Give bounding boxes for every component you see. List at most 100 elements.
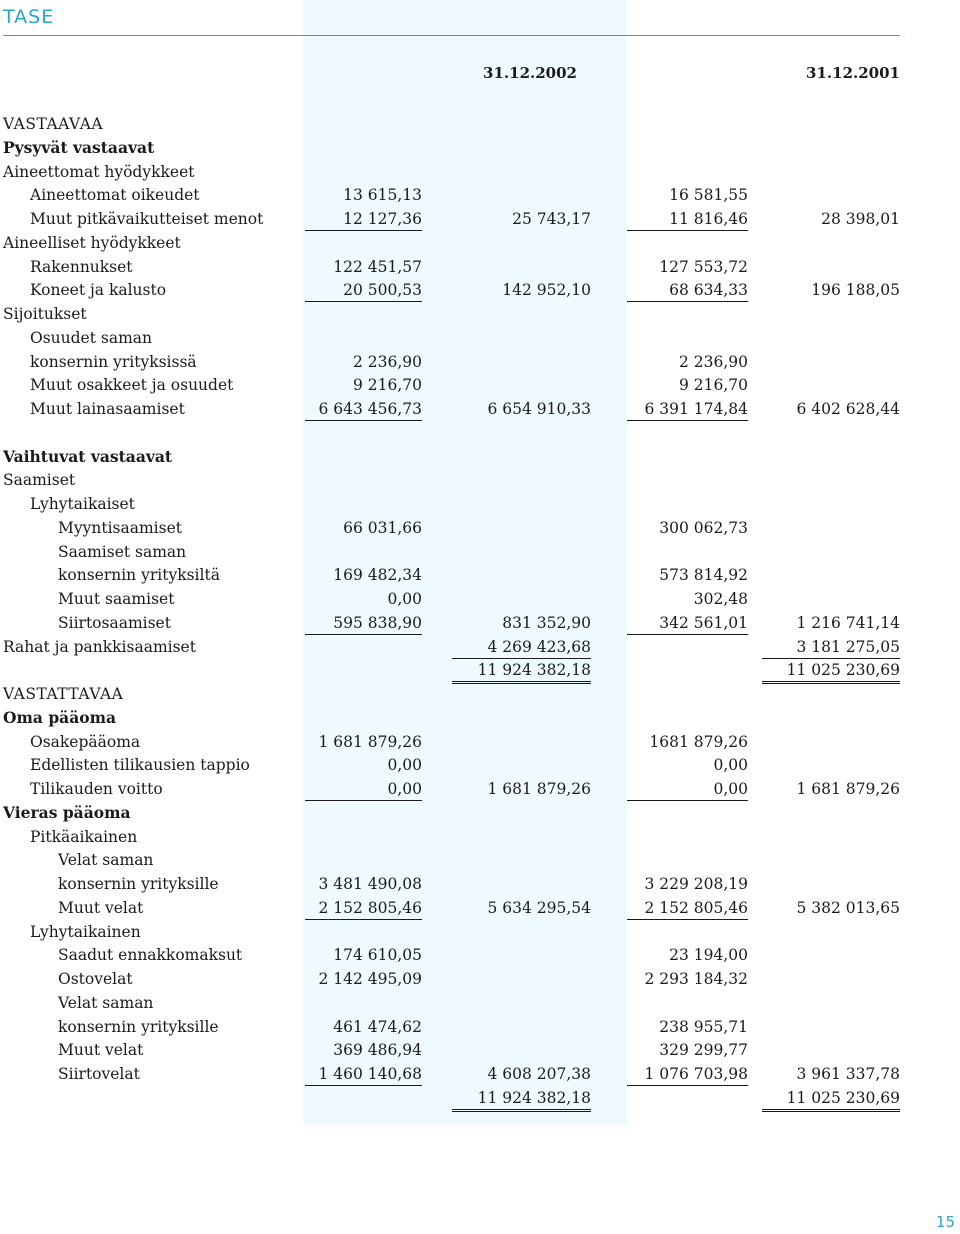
year-heading-2002: 31.12.2002 <box>483 64 577 82</box>
row-value-col1: 3 481 490,08 <box>318 875 422 893</box>
row-value-col1: 12 127,36 <box>305 209 422 231</box>
row-label: Saamiset <box>3 471 76 490</box>
title-rule <box>3 35 900 36</box>
row-value-col3: 0,00 <box>627 779 748 801</box>
row-value-col2: 1 681 879,26 <box>487 780 591 798</box>
row-value-col4: 196 188,05 <box>811 281 900 300</box>
row-label: konsernin yrityksille <box>58 1017 219 1036</box>
row-label: Vaihtuvat vastaavat <box>3 446 173 466</box>
row-value-col3: 2 293 184,32 <box>644 970 748 988</box>
row-label: Lyhytaikainen <box>30 922 141 941</box>
row-value-col3: 11 816,46 <box>627 209 748 231</box>
row-label: Velat saman <box>58 993 154 1012</box>
row-label: Oma pääoma <box>3 707 117 727</box>
row-value-col3: 302,48 <box>693 590 748 608</box>
row-label: konsernin yrityksille <box>58 875 219 893</box>
row-value-col3: 2 236,90 <box>678 352 748 371</box>
row-label: Siirtosaamiset <box>58 613 171 632</box>
page-number: 15 <box>935 1213 955 1231</box>
row-value-col3: 329 299,77 <box>659 1041 748 1060</box>
row-label: Edellisten tilikausien tappio <box>30 756 250 775</box>
row-label: Muut velat <box>58 898 144 917</box>
row-value-col3: 573 814,92 <box>659 566 748 585</box>
row-value-col2: 25 743,17 <box>512 210 591 228</box>
row-label: Osakepääoma <box>30 732 141 751</box>
row-value-col2: 6 654 910,33 <box>487 400 591 418</box>
row-value-col4: 1 681 879,26 <box>796 780 900 798</box>
row-value-col1: 1 460 140,68 <box>305 1064 422 1086</box>
row-value-col1: 595 838,90 <box>305 613 422 635</box>
row-value-col1: 1 681 879,26 <box>318 732 422 751</box>
row-value-col3: 3 229 208,19 <box>644 875 748 893</box>
row-value-col1: 0,00 <box>305 779 422 801</box>
row-label: Pysyvät vastaavat <box>3 137 155 157</box>
row-label: Lyhytaikaiset <box>30 495 135 513</box>
row-label: Myyntisaamiset <box>58 518 182 537</box>
row-value-col3: 16 581,55 <box>669 186 748 205</box>
row-value-col3: 1681 879,26 <box>649 732 748 751</box>
row-value-col2: 142 952,10 <box>502 281 591 300</box>
row-label: Osuudet saman <box>30 328 152 347</box>
row-label: Muut pitkävaikutteiset menot <box>30 210 264 228</box>
row-label: Muut osakkeet ja osuudet <box>30 376 234 395</box>
row-value-col1: 169 482,34 <box>333 566 422 585</box>
row-value-col2: 11 924 382,18 <box>452 1088 591 1112</box>
row-value-col4: 11 025 230,69 <box>762 1088 900 1112</box>
row-value-col3: 300 062,73 <box>659 518 748 537</box>
row-label: Vieras pääoma <box>3 802 131 822</box>
row-value-col4: 6 402 628,44 <box>796 400 900 418</box>
row-label: Aineelliset hyödykkeet <box>3 233 181 252</box>
row-value-col3: 23 194,00 <box>669 946 748 965</box>
row-label: Ostovelat <box>58 970 133 988</box>
row-value-col3: 68 634,33 <box>627 280 748 303</box>
row-label: Sijoitukset <box>3 305 87 323</box>
row-label: Aineettomat hyödykkeet <box>3 162 195 181</box>
row-label: Saadut ennakkomaksut <box>58 946 243 965</box>
row-value-col2: 4 608 207,38 <box>487 1065 591 1083</box>
row-value-col1: 461 474,62 <box>333 1017 422 1036</box>
row-value-col1: 0,00 <box>387 756 422 775</box>
row-label: Rakennukset <box>30 257 133 276</box>
row-label: Koneet ja kalusto <box>30 281 167 300</box>
row-label: VASTAAVAA <box>3 115 104 133</box>
row-value-col3: 238 955,71 <box>659 1017 748 1036</box>
row-value-col4: 5 382 013,65 <box>796 898 900 917</box>
row-label: Siirtovelat <box>58 1065 140 1083</box>
row-value-col4: 1 216 741,14 <box>796 613 900 632</box>
row-value-col1: 122 451,57 <box>333 257 422 276</box>
row-value-col3: 127 553,72 <box>659 257 748 276</box>
page-title: TASE <box>3 6 55 28</box>
row-value-col3: 2 152 805,46 <box>627 898 748 920</box>
row-value-col2: 11 924 382,18 <box>452 660 591 685</box>
row-value-col1: 2 152 805,46 <box>305 898 422 920</box>
row-value-col1: 66 031,66 <box>343 518 422 537</box>
row-value-col4: 11 025 230,69 <box>762 660 900 685</box>
row-value-col3: 9 216,70 <box>678 376 748 395</box>
row-label: Saamiset saman <box>58 542 187 561</box>
row-value-col1: 2 142 495,09 <box>318 970 422 988</box>
row-label: Pitkäaikainen <box>30 827 138 846</box>
row-value-col1: 6 643 456,73 <box>305 399 422 421</box>
row-value-col2: 4 269 423,68 <box>452 637 591 659</box>
row-label: Velat saman <box>58 851 154 870</box>
row-label: Muut velat <box>58 1041 144 1060</box>
row-value-col3: 1 076 703,98 <box>627 1064 748 1086</box>
row-value-col3: 6 391 174,84 <box>627 399 748 421</box>
row-value-col1: 13 615,13 <box>343 186 422 205</box>
row-value-col1: 2 236,90 <box>352 352 422 371</box>
row-value-col3: 0,00 <box>713 756 748 775</box>
row-value-col1: 174 610,05 <box>333 946 422 965</box>
row-label: konsernin yrityksissä <box>30 352 197 371</box>
row-value-col1: 0,00 <box>387 590 422 608</box>
row-label: Muut lainasaamiset <box>30 400 185 418</box>
row-value-col3: 342 561,01 <box>627 613 748 635</box>
row-label: Muut saamiset <box>58 590 175 608</box>
row-label: Aineettomat oikeudet <box>30 186 200 205</box>
row-value-col4: 28 398,01 <box>821 210 900 228</box>
year-2002-column-shading <box>303 0 627 1125</box>
row-value-col4: 3 181 275,05 <box>762 637 900 659</box>
row-label: Rahat ja pankkisaamiset <box>3 637 196 656</box>
row-value-col4: 3 961 337,78 <box>796 1065 900 1083</box>
row-value-col2: 5 634 295,54 <box>487 898 591 917</box>
year-heading-2001: 31.12.2001 <box>806 64 900 82</box>
